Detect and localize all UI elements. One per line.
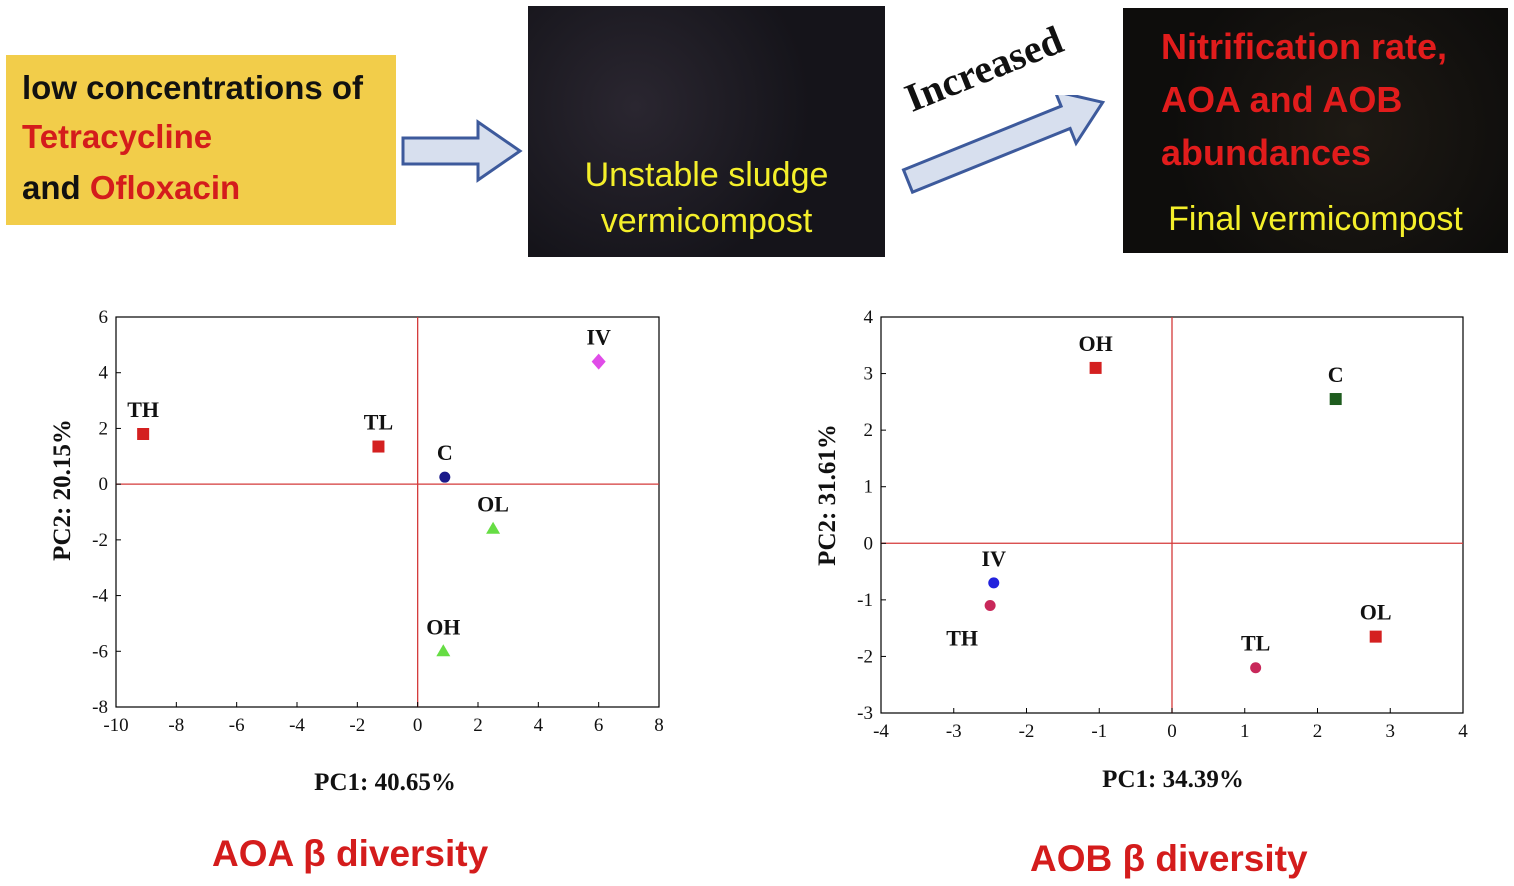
- photo2-red-line-2: AOA and AOB: [1161, 79, 1403, 120]
- data-point-ol: [486, 521, 501, 534]
- x-tick-label: 0: [1167, 721, 1177, 742]
- plot-frame: [115, 316, 660, 708]
- y-tick-label: 1: [864, 477, 874, 498]
- point-label-iv: IV: [586, 325, 611, 350]
- data-point-tl: [372, 440, 385, 453]
- y-tick-label: -1: [857, 590, 873, 611]
- data-point-tl: [1250, 662, 1262, 674]
- point-label-th: TH: [946, 626, 978, 651]
- x-axis-label: PC1: 40.65%: [314, 769, 456, 796]
- data-point-oh: [436, 644, 451, 657]
- x-tick-label: -4: [289, 715, 305, 736]
- data-point-th: [984, 600, 996, 612]
- input-line-tetracycline: Tetracycline: [22, 118, 213, 155]
- y-tick-label: -8: [92, 697, 108, 718]
- x-tick-label: -2: [349, 715, 365, 736]
- x-tick-label: 6: [594, 715, 604, 736]
- x-tick-label: 2: [1313, 721, 1323, 742]
- photo2-red-line-3: abundances: [1161, 132, 1372, 173]
- point-label-iv: IV: [982, 546, 1007, 571]
- aob-caption: AOB β diversity: [1030, 838, 1308, 879]
- x-tick-label: -1: [1091, 721, 1107, 742]
- y-tick-label: 4: [99, 363, 109, 384]
- data-point-iv: [591, 353, 606, 370]
- data-point-iv: [988, 577, 1000, 589]
- x-tick-label: -4: [873, 721, 889, 742]
- y-axis-label: PC2: 20.15%: [49, 419, 76, 561]
- y-tick-label: -2: [92, 530, 108, 551]
- point-label-th: TH: [127, 397, 159, 422]
- point-label-tl: TL: [1241, 631, 1270, 656]
- photo2-yellow-line: Final vermicompost: [1168, 200, 1463, 238]
- x-tick-label: -8: [168, 715, 184, 736]
- data-point-th: [137, 428, 150, 440]
- x-tick-label: 3: [1386, 721, 1396, 742]
- photo1-line-2: vermicompost: [600, 202, 813, 240]
- point-label-c: C: [1328, 362, 1344, 387]
- x-tick-label: 1: [1240, 721, 1250, 742]
- antibiotic-input-box: low concentrations of Tetracycline and O…: [6, 55, 396, 225]
- y-tick-label: 3: [864, 364, 874, 385]
- y-tick-label: -4: [92, 586, 108, 607]
- point-label-tl: TL: [364, 410, 393, 435]
- x-tick-label: 4: [534, 715, 544, 736]
- point-label-oh: OH: [426, 614, 460, 639]
- arrow-right-icon: [401, 119, 523, 183]
- data-point-oh: [1089, 361, 1102, 374]
- photo1-line-1: Unstable sludge: [584, 156, 829, 194]
- data-point-c: [1329, 393, 1342, 406]
- photo2-red-line-1: Nitrification rate,: [1161, 26, 1448, 67]
- x-tick-label: 8: [654, 715, 664, 736]
- unstable-sludge-photo: Unstable sludge vermicompost: [528, 6, 885, 257]
- data-point-c: [439, 471, 451, 483]
- input-line-3-prefix: and: [22, 169, 90, 206]
- y-tick-label: 2: [99, 418, 109, 439]
- y-tick-label: 0: [864, 533, 874, 554]
- y-tick-label: 6: [99, 307, 109, 328]
- point-label-oh: OH: [1078, 331, 1112, 356]
- point-label-ol: OL: [477, 492, 509, 517]
- arrow-up-right-icon: [901, 95, 1106, 195]
- y-tick-label: -2: [857, 646, 873, 667]
- x-tick-label: 0: [413, 715, 423, 736]
- y-tick-label: -6: [92, 641, 108, 662]
- y-axis-label: PC2: 31.61%: [814, 424, 841, 566]
- x-tick-label: -2: [1019, 721, 1035, 742]
- data-point-ol: [1369, 630, 1382, 643]
- point-label-ol: OL: [1360, 600, 1392, 625]
- y-tick-label: 0: [99, 474, 109, 495]
- y-tick-label: 2: [864, 420, 874, 441]
- x-tick-label: -6: [229, 715, 245, 736]
- x-axis-label: PC1: 34.39%: [1102, 766, 1244, 793]
- aoa-caption: AOA β diversity: [212, 833, 489, 874]
- final-vermicompost-photo: Nitrification rate, AOA and AOB abundanc…: [1123, 8, 1508, 253]
- input-line-3: and Ofloxacin: [22, 169, 240, 207]
- input-line-ofloxacin: Ofloxacin: [89, 169, 241, 206]
- input-line-1: low concentrations of: [22, 69, 364, 106]
- x-tick-label: 2: [473, 715, 483, 736]
- y-tick-label: -3: [857, 703, 873, 724]
- point-label-c: C: [437, 440, 453, 465]
- x-tick-label: 4: [1458, 721, 1468, 742]
- x-tick-label: -10: [103, 715, 128, 736]
- y-tick-label: 4: [864, 307, 874, 328]
- x-tick-label: -3: [946, 721, 962, 742]
